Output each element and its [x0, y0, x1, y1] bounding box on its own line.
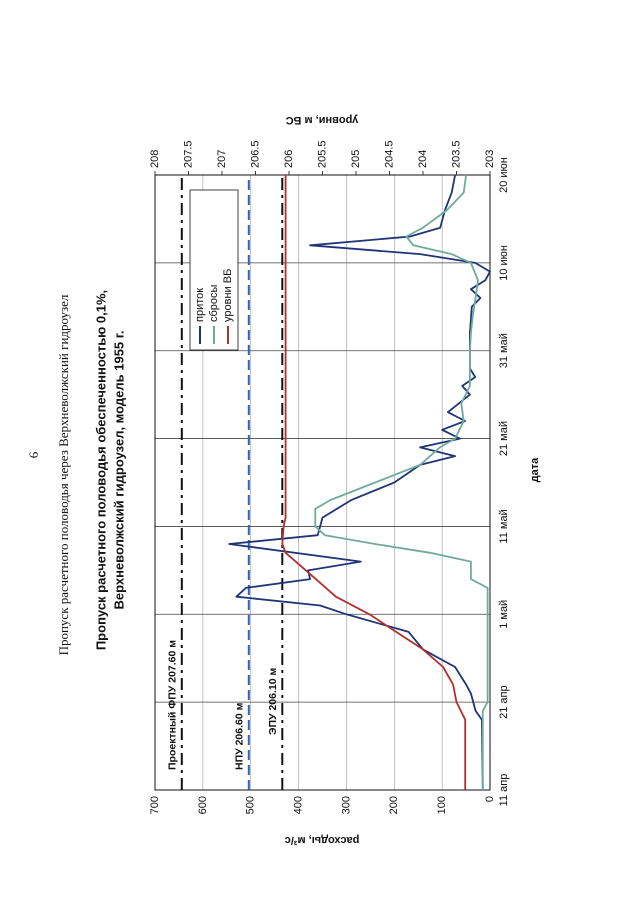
rotated-content: 6 Пропуск расчетного половодья через Вер…	[26, 114, 541, 846]
y-tick-label: 0	[484, 796, 496, 802]
y-tick-label: 300	[340, 796, 352, 814]
x-tick-label: 21 апр	[498, 685, 510, 718]
x-tick-label: 10 июн	[498, 245, 510, 281]
page-header: Пропуск расчетного половодья через Верхн…	[56, 294, 71, 655]
y2-tick-label: 204.5	[383, 140, 395, 168]
x-tick-label: 11 май	[498, 509, 510, 543]
y2-tick-label: 208	[149, 150, 161, 168]
x-tick-label: 11 апр	[498, 774, 510, 807]
x-tick-label: 21 май	[498, 421, 510, 456]
legend-box	[189, 189, 239, 351]
y2-tick-label: 206	[283, 150, 295, 168]
y-axis-title: расходы, м³/с	[285, 834, 360, 846]
x-tick-label: 1 май	[498, 600, 510, 629]
reference-label: НПУ 206.60 м	[234, 702, 246, 770]
chart-title: Пропуск расчетного половодья обеспеченно…	[93, 290, 108, 650]
y2-tick-label: 205	[350, 150, 362, 168]
y2-tick-label: 205.5	[316, 140, 328, 168]
reference-label: Проектный ФПУ 207.60 м	[167, 640, 179, 770]
y-tick-label: 600	[197, 796, 209, 814]
x-axis-title: дата	[529, 457, 541, 482]
y-tick-label: 500	[245, 796, 257, 814]
y-tick-label: 400	[292, 796, 304, 814]
y-tick-label: 100	[436, 796, 448, 814]
y2-tick-label: 206.5	[249, 140, 261, 168]
y2-tick-label: 203.5	[450, 140, 462, 168]
x-tick-label: 31 май	[498, 333, 510, 368]
y-tick-label: 700	[149, 796, 161, 814]
series-line	[281, 175, 467, 790]
legend-label: уровни ВБ	[222, 269, 234, 322]
y2-tick-label: 203	[484, 150, 496, 168]
legend-label: приток	[194, 288, 206, 322]
y-tick-label: 200	[388, 796, 400, 814]
page-number: 6	[26, 451, 41, 458]
y2-tick-label: 207	[216, 150, 228, 168]
legend-label: сбросы	[208, 284, 220, 322]
y2-axis-title: уровни, м БС	[286, 114, 359, 126]
chart-title: Верхневолжский гидроузел, модель 1955 г.	[111, 330, 126, 609]
x-tick-label: 20 июн	[498, 157, 510, 193]
plot-frame	[154, 174, 491, 791]
reference-label: ЭПУ 206.10 м	[267, 668, 279, 735]
y2-tick-label: 207.5	[182, 140, 194, 168]
y2-tick-label: 204	[417, 150, 429, 168]
series-line	[314, 174, 489, 790]
